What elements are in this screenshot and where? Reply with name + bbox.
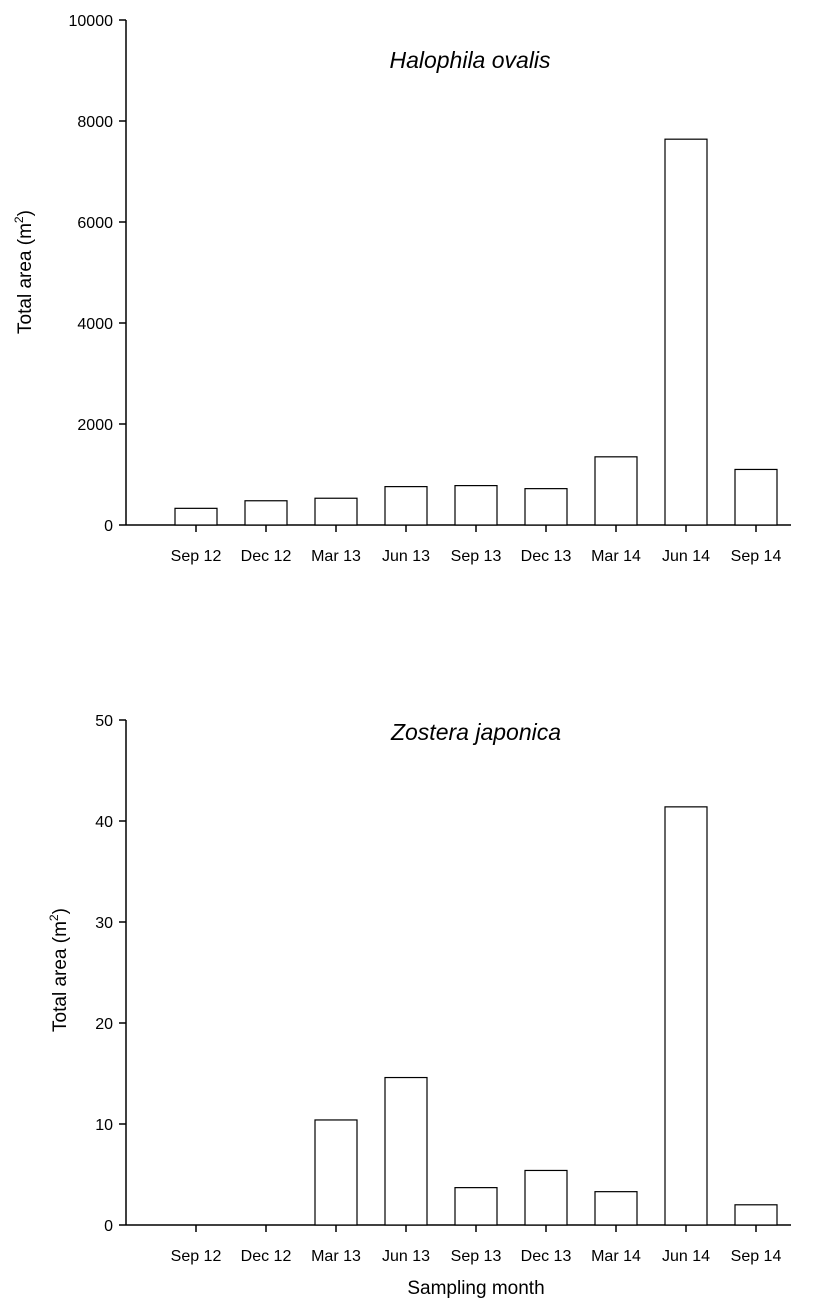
- x-tick-label: Sep 14: [731, 548, 782, 565]
- x-tick-label: Sep 12: [171, 1248, 222, 1265]
- y-tick-label: 2000: [77, 417, 113, 434]
- y-axis-label: Total area (m2): [47, 908, 71, 1032]
- y-tick-label: 0: [104, 1218, 113, 1235]
- x-tick-label: Mar 13: [311, 1248, 361, 1265]
- y-axis-label: Total area (m2): [12, 210, 36, 334]
- y-axis-ticks: 0 10 20 30 40 50: [95, 713, 126, 1235]
- x-tick-label: Jun 14: [662, 548, 710, 565]
- bar-dec-12: [244, 500, 288, 526]
- y-tick-label: 30: [95, 915, 113, 932]
- bar-jun-14: [664, 806, 708, 1226]
- bar-mar-14: [594, 1191, 638, 1226]
- bar-sep-14: [734, 468, 778, 526]
- x-tick-label: Jun 13: [382, 548, 430, 565]
- bar-jun-13: [384, 1076, 428, 1226]
- x-tick-label: Jun 13: [382, 1248, 430, 1265]
- y-tick-label: 50: [95, 713, 113, 730]
- y-tick-label: 10: [95, 1117, 113, 1134]
- bar-series: [174, 138, 778, 526]
- x-tick-label: Sep 14: [731, 1248, 782, 1265]
- y-tick-label: 6000: [77, 215, 113, 232]
- x-tick-label: Sep 13: [451, 1248, 502, 1265]
- bar-jun-14: [664, 138, 708, 526]
- x-axis-ticks: Sep 12 Dec 12 Mar 13 Jun 13 Sep 13 Dec 13 Mar …: [171, 525, 782, 565]
- bar-sep-13: [454, 1187, 498, 1226]
- bar-sep-12: [174, 507, 218, 526]
- chart-title: Halophila ovalis: [389, 47, 551, 73]
- bar-mar-14: [594, 456, 638, 526]
- y-tick-label: 10000: [69, 13, 114, 30]
- bar-jun-13: [384, 486, 428, 526]
- x-tick-label: Jun 14: [662, 1248, 710, 1265]
- y-tick-label: 0: [104, 518, 113, 535]
- chart-panel-halophila: Halophila ovalis Total area (m2) 0 2000 40…: [12, 13, 791, 565]
- x-tick-label: Dec 13: [521, 1248, 572, 1265]
- bar-sep-13: [454, 485, 498, 526]
- x-tick-label: Dec 12: [241, 1248, 292, 1265]
- bar-series: [314, 806, 778, 1226]
- x-tick-label: Mar 14: [591, 548, 641, 565]
- x-tick-label: Sep 12: [171, 548, 222, 565]
- y-tick-label: 4000: [77, 316, 113, 333]
- chart-panel-zostera: Zostera japonica Total area (m2) 0 10 20 30…: [47, 713, 791, 1299]
- x-tick-label: Dec 12: [241, 548, 292, 565]
- y-tick-label: 40: [95, 814, 113, 831]
- y-tick-label: 8000: [77, 114, 113, 131]
- x-axis-label: Sampling month: [407, 1278, 544, 1299]
- bar-dec-13: [524, 1169, 568, 1226]
- x-tick-label: Mar 13: [311, 548, 361, 565]
- x-axis-ticks: Sep 12 Dec 12 Mar 13 Jun 13 Sep 13 Dec 13 Mar …: [171, 1225, 782, 1265]
- y-tick-label: 20: [95, 1016, 113, 1033]
- bar-mar-13: [314, 1119, 358, 1226]
- chart-title: Zostera japonica: [390, 719, 561, 745]
- bar-sep-14: [734, 1204, 778, 1226]
- bar-mar-13: [314, 497, 358, 526]
- x-tick-label: Sep 13: [451, 548, 502, 565]
- bar-dec-13: [524, 488, 568, 526]
- x-tick-label: Dec 13: [521, 548, 572, 565]
- x-tick-label: Mar 14: [591, 1248, 641, 1265]
- y-axis-ticks: 0 2000 4000 6000 8000 10000: [69, 13, 126, 535]
